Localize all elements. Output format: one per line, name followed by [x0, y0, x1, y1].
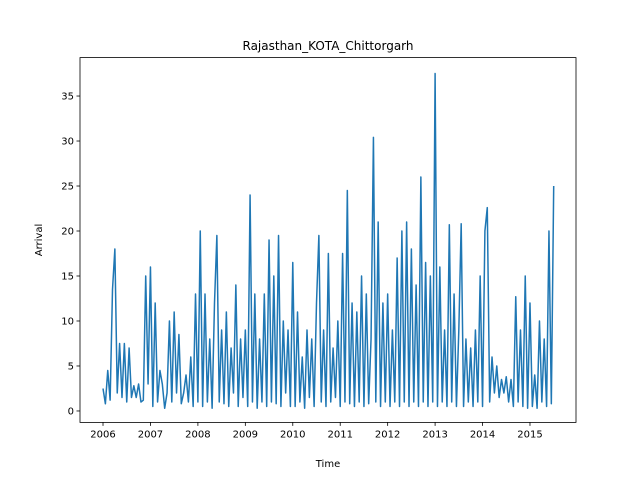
y-axis-label: Arrival	[34, 224, 45, 257]
x-tick-label: 2011	[327, 429, 352, 440]
y-tick-label: 20	[61, 227, 74, 238]
y-tick-label: 0	[68, 406, 74, 417]
y-tick-label: 35	[61, 92, 74, 103]
y-tick-label: 30	[61, 137, 74, 148]
chart-title: Rajasthan_KOTA_Chittorgarh	[243, 39, 414, 53]
y-tick-label: 5	[68, 361, 74, 372]
x-tick-label: 2006	[90, 429, 115, 440]
y-tick-label: 25	[61, 182, 74, 193]
x-axis-label: Time	[315, 459, 340, 470]
x-tick-label: 2009	[233, 429, 258, 440]
line-series	[102, 72, 555, 410]
x-tick-label: 2008	[185, 429, 210, 440]
x-tick-label: 2010	[280, 429, 305, 440]
x-tick-label: 2012	[375, 429, 400, 440]
x-tick-label: 2015	[517, 429, 542, 440]
y-tick-label: 10	[61, 316, 74, 327]
plot-frame	[79, 57, 577, 423]
x-tick-label: 2007	[138, 429, 163, 440]
x-tick-label: 2013	[422, 429, 447, 440]
y-tick-label: 15	[61, 271, 74, 282]
x-tick-label: 2014	[470, 429, 495, 440]
